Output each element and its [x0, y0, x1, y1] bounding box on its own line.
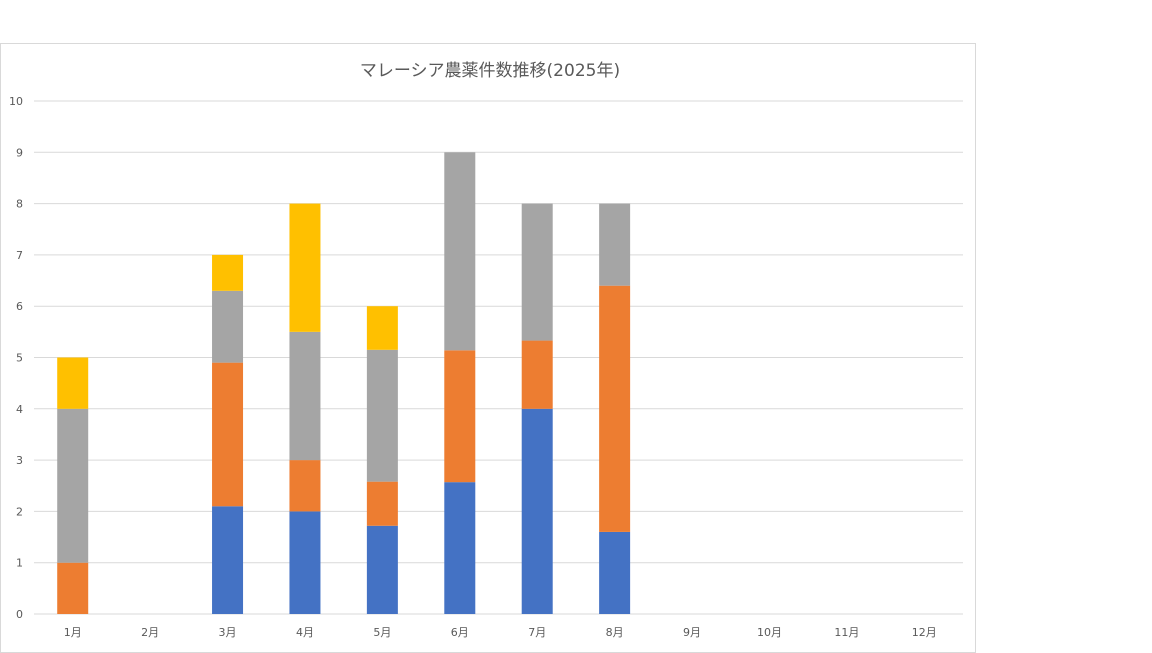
x-tick-label: 11月	[834, 626, 859, 639]
bar-segment	[366, 349, 398, 482]
bar-segment	[289, 511, 321, 614]
y-tick-label: 10	[9, 95, 23, 108]
bar-segment	[521, 340, 553, 409]
x-tick-label: 4月	[296, 626, 314, 639]
bar-segment	[57, 357, 89, 409]
y-tick-label: 4	[16, 403, 23, 416]
bar-segment	[212, 506, 244, 614]
chart-area: マレーシア農薬件数推移(2025年) 1月 2月 3月 4月 5月 6月 7月 8月 9月 10月…	[0, 43, 976, 653]
bar-segment	[289, 203, 321, 332]
bar-segment	[212, 362, 244, 507]
bar-segment	[212, 254, 244, 291]
bar-segment	[444, 350, 476, 483]
y-tick-label: 0	[16, 608, 23, 621]
bar-segment	[444, 482, 476, 614]
bar-segment	[521, 408, 553, 614]
x-tick-label: 6月	[451, 626, 469, 639]
bar-segment	[521, 203, 553, 341]
x-tick-label: 2月	[141, 626, 159, 639]
x-tick-label: 12月	[912, 626, 937, 639]
x-tick-label: 9月	[683, 626, 701, 639]
bar-segment	[599, 285, 631, 532]
x-tick-label: 3月	[219, 626, 237, 639]
bar-segment	[57, 408, 89, 563]
chart-title: マレーシア農薬件数推移(2025年)	[360, 61, 620, 81]
bar-segment	[366, 525, 398, 614]
y-tick-label: 6	[16, 300, 23, 313]
bar-segment	[366, 481, 398, 526]
bar-segment	[289, 331, 321, 461]
bar-segment	[212, 290, 244, 363]
y-tick-label: 5	[16, 352, 23, 365]
y-tick-label: 7	[16, 249, 23, 262]
bar-segment	[366, 306, 398, 350]
x-tick-label: 1月	[64, 626, 82, 639]
y-tick-label: 8	[16, 198, 23, 211]
bar-segment	[57, 562, 89, 614]
x-tick-label: 10月	[757, 626, 782, 639]
y-tick-label: 1	[16, 557, 23, 570]
y-tick-label: 3	[16, 454, 23, 467]
bar-segment	[599, 531, 631, 614]
x-tick-label: 5月	[373, 626, 391, 639]
stacked-bar-chart: マレーシア農薬件数推移(2025年) 1月 2月 3月 4月 5月 6月 7月 8月 9月 10月…	[9, 61, 963, 639]
x-tick-label: 7月	[528, 626, 546, 639]
y-tick-label: 2	[16, 505, 23, 518]
bar-segment	[599, 203, 631, 286]
bar-segment	[289, 460, 321, 512]
x-tick-label: 8月	[606, 626, 624, 639]
bar-segment	[444, 152, 476, 351]
y-tick-label: 9	[16, 146, 23, 159]
